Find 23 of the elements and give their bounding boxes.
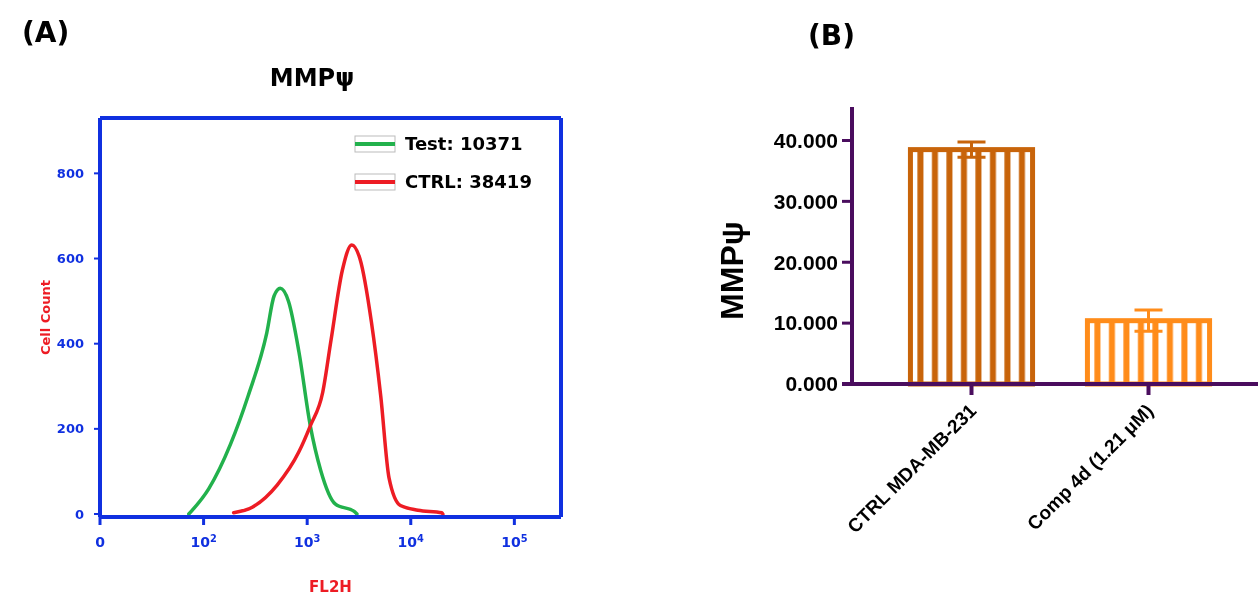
y-tick-label: 600 <box>56 251 84 267</box>
y-axis-title: Cell Count <box>38 280 53 355</box>
y-tick-label: 20.000 <box>773 250 838 274</box>
y-tick-label: 10.000 <box>773 311 838 335</box>
y-axis-title: MMPψ <box>714 221 750 320</box>
x-tick-label: 10$^{5}$ <box>501 532 528 550</box>
chart-title: MMPψ <box>269 64 355 92</box>
legend-label: CTRL: 38419 <box>405 171 532 193</box>
x-axis-title: FL2H <box>309 578 352 596</box>
y-tick-label: 30.000 <box>773 189 838 213</box>
y-tick-label: 40.000 <box>773 128 838 152</box>
legend-label: Test: 10371 <box>405 133 523 155</box>
y-tick-label: 200 <box>56 421 84 437</box>
y-tick-label: 0 <box>74 506 84 522</box>
y-tick-label: 800 <box>56 165 84 181</box>
y-tick-label: 0.000 <box>785 372 838 396</box>
x-tick-label: 10$^{3}$ <box>294 532 321 550</box>
x-tick-label: 10$^{2}$ <box>190 532 217 550</box>
x-tick-label: 0 <box>95 534 106 550</box>
y-tick-label: 400 <box>56 336 84 352</box>
x-tick-label: 10$^{4}$ <box>397 532 425 550</box>
text: (B) <box>808 19 855 52</box>
text: (A) <box>22 16 70 49</box>
